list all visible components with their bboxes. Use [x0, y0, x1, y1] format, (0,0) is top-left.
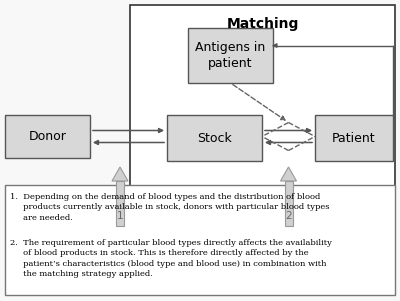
Text: Donor: Donor: [28, 130, 66, 143]
Bar: [5, 115, 90, 158]
Text: Antigens in
patient: Antigens in patient: [195, 42, 266, 70]
Bar: [130, 5, 395, 210]
Polygon shape: [112, 167, 128, 181]
Text: 2: 2: [285, 211, 292, 221]
Text: Patient: Patient: [332, 132, 376, 144]
Bar: [284, 181, 292, 226]
Text: 2.  The requirement of particular blood types directly affects the availability
: 2. The requirement of particular blood t…: [10, 239, 332, 278]
Bar: [116, 181, 124, 226]
Text: 1: 1: [117, 211, 123, 221]
Text: 1.  Depending on the demand of blood types and the distribution of blood
     pr: 1. Depending on the demand of blood type…: [10, 193, 330, 222]
Bar: [167, 115, 262, 161]
Text: Matching: Matching: [226, 17, 299, 31]
Bar: [5, 185, 395, 295]
Text: Stock: Stock: [197, 132, 232, 144]
Polygon shape: [280, 167, 296, 181]
Bar: [315, 115, 393, 161]
Bar: [188, 28, 273, 83]
